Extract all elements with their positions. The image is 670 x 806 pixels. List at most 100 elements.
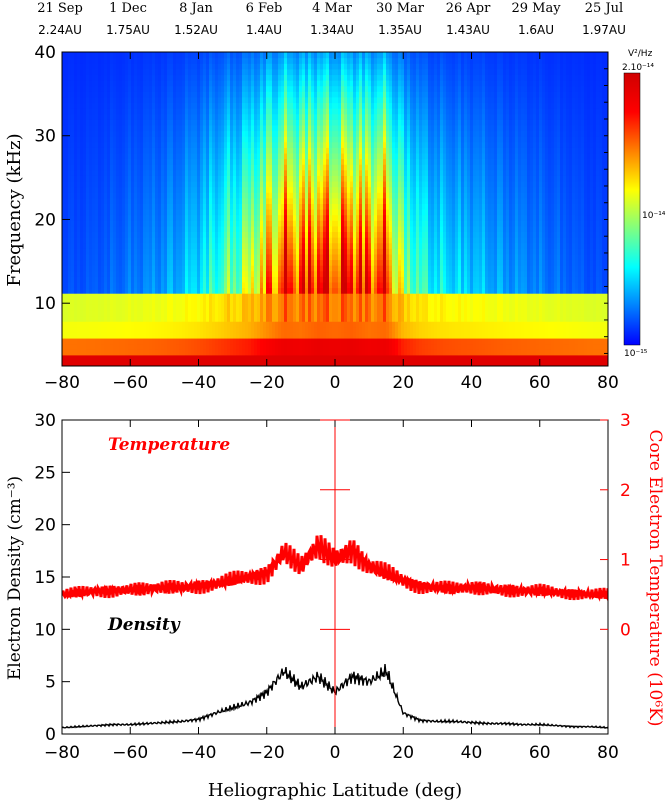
heatmap-cell <box>137 242 141 249</box>
heatmap-cell <box>209 253 213 261</box>
heatmap-cell <box>176 203 180 210</box>
heatmap-cell <box>122 343 126 350</box>
heatmap-cell <box>203 203 207 210</box>
heatmap-cell <box>221 68 225 76</box>
heatmap-cell <box>101 96 105 104</box>
heatmap-cell <box>200 57 204 64</box>
heatmap-cell <box>227 147 231 154</box>
heatmap-cell <box>284 315 288 322</box>
heatmap-cell <box>65 270 69 277</box>
heatmap-cell <box>143 203 147 210</box>
heatmap-cell <box>245 287 249 294</box>
heatmap-cell <box>170 298 174 305</box>
heatmap-cell <box>284 52 288 59</box>
heatmap-cell <box>257 169 261 176</box>
heatmap-cell <box>83 214 87 221</box>
heatmap-cell <box>161 304 165 311</box>
heatmap-cell <box>137 248 141 255</box>
heatmap-cell <box>218 326 222 333</box>
heatmap-cell <box>101 119 105 126</box>
heatmap-cell <box>182 57 186 64</box>
heatmap-cell <box>290 293 294 300</box>
heatmap-cell <box>257 337 261 345</box>
heatmap-cell <box>275 186 279 193</box>
heatmap-cell <box>131 225 135 233</box>
heatmap-cell <box>311 52 315 59</box>
heatmap-cell <box>263 130 267 137</box>
heatmap-cell <box>314 293 318 300</box>
heatmap-cell <box>155 57 159 64</box>
heatmap-cell <box>74 349 78 356</box>
heatmap-cell <box>239 63 243 70</box>
heatmap-cell <box>251 147 255 154</box>
heatmap-cell <box>230 270 234 277</box>
heatmap-cell <box>113 231 117 238</box>
heatmap-cell <box>314 360 318 366</box>
heatmap-cell <box>101 309 105 317</box>
heatmap-cell <box>233 231 237 238</box>
heatmap-cell <box>170 220 174 227</box>
heatmap-cell <box>299 293 303 300</box>
heatmap-cell <box>128 287 132 294</box>
heatmap-cell <box>134 136 138 143</box>
heatmap-cell <box>89 281 93 289</box>
heatmap-cell <box>200 337 204 345</box>
heatmap-cell <box>281 52 285 59</box>
heatmap-cell <box>131 169 135 176</box>
heatmap-cell <box>161 265 165 272</box>
heatmap-cell <box>92 214 96 221</box>
heatmap-cell <box>272 113 276 120</box>
heatmap-cell <box>293 158 297 165</box>
heatmap-cell <box>134 192 138 199</box>
heatmap-cell <box>227 141 231 148</box>
heatmap-cell <box>299 270 303 277</box>
heatmap-cell <box>293 242 297 249</box>
heatmap-cell <box>266 96 270 104</box>
heatmap-cell <box>65 242 69 249</box>
heatmap-cell <box>161 152 165 160</box>
heatmap-cell <box>95 203 99 210</box>
heatmap-cell <box>155 113 159 120</box>
heatmap-cell <box>158 337 162 345</box>
heatmap-cell <box>89 354 93 361</box>
heatmap-cell <box>146 113 150 120</box>
heatmap-cell <box>281 74 285 81</box>
heatmap-cell <box>146 326 150 333</box>
heatmap-cell <box>155 80 159 87</box>
heatmap-cell <box>299 214 303 221</box>
heatmap-cell <box>107 108 111 115</box>
heatmap-cell <box>149 85 153 92</box>
heatmap-cell <box>275 304 279 311</box>
heatmap-cell <box>164 52 168 59</box>
heatmap-cell <box>200 360 204 366</box>
heatmap-cell <box>128 192 132 199</box>
heatmap-cell <box>77 220 81 227</box>
heatmap-cell <box>176 192 180 199</box>
heatmap-cell <box>143 74 147 81</box>
heatmap-cell <box>98 96 102 104</box>
heatmap-cell <box>191 248 195 255</box>
heatmap-cell <box>125 80 129 87</box>
heatmap-cell <box>179 80 183 87</box>
heatmap-cell <box>293 180 297 188</box>
heatmap-cell <box>206 164 210 171</box>
heatmap-cell <box>146 231 150 238</box>
heatmap-cell <box>86 220 90 227</box>
heatmap-cell <box>101 68 105 76</box>
heatmap-cell <box>317 287 321 294</box>
heatmap-cell <box>143 152 147 160</box>
heatmap-cell <box>221 281 225 289</box>
heatmap-cell <box>230 220 234 227</box>
heatmap-cell <box>161 343 165 350</box>
heatmap-cell <box>173 214 177 221</box>
heatmap-cell <box>218 231 222 238</box>
heatmap-cell <box>176 270 180 277</box>
heatmap-cell <box>239 175 243 182</box>
heatmap-cell <box>191 237 195 244</box>
heatmap-cell <box>209 309 213 317</box>
heatmap-cell <box>158 152 162 160</box>
heatmap-cell <box>281 237 285 244</box>
heatmap-cell <box>179 158 183 165</box>
heatmap-cell <box>251 225 255 233</box>
heatmap-cell <box>203 220 207 227</box>
